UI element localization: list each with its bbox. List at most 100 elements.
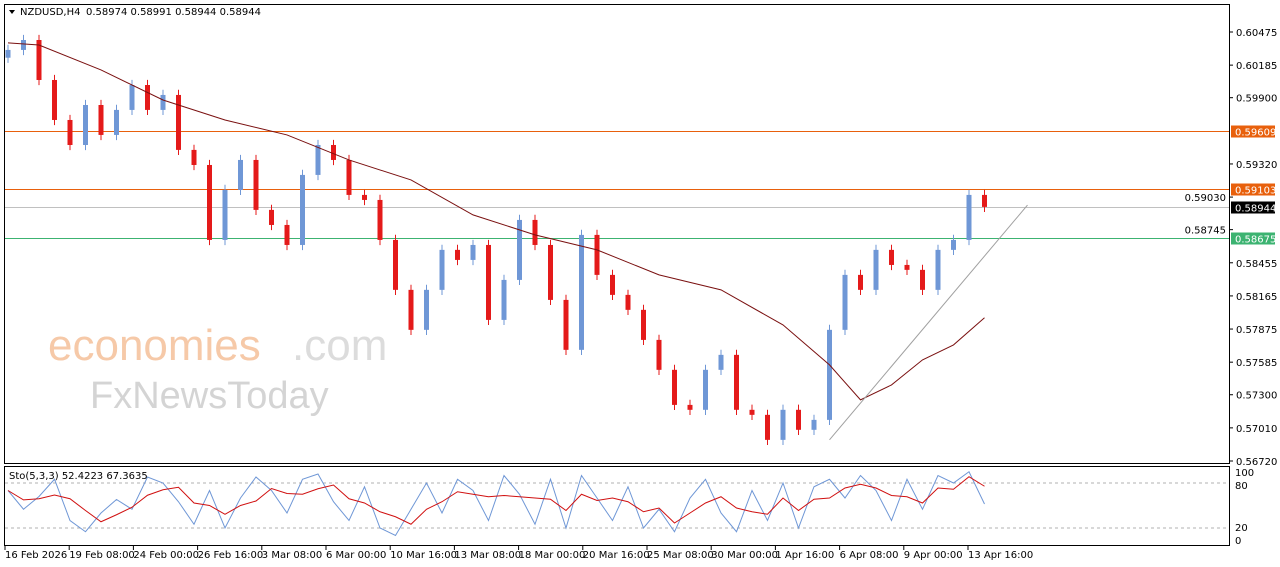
- stoch-y-label: 20: [1235, 523, 1248, 534]
- candle: [780, 404, 786, 446]
- y-tick-label-bg: [1188, 223, 1226, 236]
- candle: [858, 269, 863, 295]
- candle: [83, 99, 88, 151]
- candle: [331, 139, 336, 166]
- ohlc-readout: 0.58974 0.58991 0.58944 0.58944: [86, 7, 261, 18]
- level-price-label: 0.58675: [1235, 235, 1276, 246]
- candle: [625, 289, 631, 315]
- candle: [98, 99, 104, 141]
- candle: [377, 194, 383, 246]
- y-tick-label: 0.57010: [1236, 424, 1277, 435]
- candle: [517, 214, 522, 286]
- candle: [811, 414, 817, 435]
- candle: [579, 229, 584, 355]
- stoch-d-line: [7, 476, 985, 525]
- y-tick-label: 0.58745: [1185, 226, 1226, 237]
- x-tick-label: 24 Feb 00:00: [133, 550, 199, 561]
- level-price-tag: [1231, 201, 1275, 214]
- candle: [982, 189, 987, 213]
- x-tick-label: 3 Mar 08:00: [262, 550, 322, 561]
- x-tick-label: 25 Mar 08:00: [647, 550, 714, 561]
- candle: [253, 154, 259, 216]
- candle: [656, 334, 662, 375]
- y-tick-label: 0.57585: [1236, 358, 1277, 369]
- candle: [300, 169, 305, 251]
- candle: [548, 239, 553, 306]
- candle: [935, 244, 941, 295]
- main-chart-panel[interactable]: [4, 4, 1230, 464]
- candle: [610, 269, 615, 301]
- candle: [238, 154, 243, 196]
- candle: [920, 264, 925, 295]
- y-tick-label: 0.57875: [1236, 325, 1277, 336]
- x-tick-label: 13 Mar 08:00: [454, 550, 521, 561]
- candle: [827, 324, 832, 426]
- level-price-label: 0.58944: [1235, 204, 1276, 215]
- candle: [486, 239, 491, 326]
- candle: [594, 229, 600, 281]
- candle: [52, 74, 57, 126]
- candle: [796, 404, 801, 435]
- candle: [951, 234, 956, 256]
- trendline[interactable]: [829, 204, 1028, 441]
- level-price-tag: [1231, 125, 1275, 138]
- candle: [284, 219, 290, 251]
- x-tick-label: 26 Feb 16:00: [198, 550, 264, 561]
- candle: [21, 34, 26, 56]
- candle: [191, 144, 197, 171]
- candle: [222, 184, 228, 246]
- x-tick-label: 1 Apr 16:00: [775, 550, 834, 561]
- candle: [842, 269, 848, 335]
- candle: [904, 259, 910, 276]
- candle: [672, 364, 677, 411]
- stoch-y-label: 0: [1235, 536, 1241, 547]
- candle: [207, 159, 212, 246]
- candle: [408, 284, 414, 335]
- y-tick-label: 0.59030: [1185, 193, 1226, 204]
- x-tick-label: 9 Apr 00:00: [904, 550, 963, 561]
- candle: [424, 284, 429, 335]
- y-tick-label: 0.58165: [1236, 292, 1277, 303]
- y-tick-label-bg: [1188, 191, 1226, 204]
- y-tick-label: 0.59320: [1236, 160, 1277, 171]
- x-tick-label: 6 Mar 00:00: [326, 550, 386, 561]
- y-tick-label: 0.59900: [1236, 94, 1277, 105]
- candle: [145, 79, 150, 116]
- stoch-y-label: 100: [1235, 468, 1254, 479]
- stochastic-label: Sto(5,3,3) 52.4223 67.3635: [9, 471, 148, 482]
- x-tick-label: 6 Apr 08:00: [840, 550, 899, 561]
- candle: [36, 34, 42, 86]
- candle: [765, 409, 770, 446]
- candle: [532, 214, 538, 251]
- candle: [470, 239, 476, 266]
- candle: [718, 349, 724, 375]
- y-tick-label: 0.57300: [1236, 391, 1277, 402]
- x-tick-label: 30 Mar 00:00: [711, 550, 778, 561]
- candle: [269, 204, 274, 231]
- candle: [346, 154, 352, 201]
- candle: [687, 399, 693, 415]
- svg-text:.com: .com: [292, 321, 387, 370]
- candle: [889, 244, 894, 271]
- y-tick-label: 0.60475: [1236, 28, 1277, 39]
- x-tick-label: 20 Mar 16:00: [583, 550, 650, 561]
- candle: [315, 139, 321, 181]
- stochastic-panel[interactable]: [4, 466, 1230, 546]
- x-tick-label: 16 Feb 2026: [5, 550, 67, 561]
- candle: [176, 89, 181, 156]
- candle: [749, 404, 755, 420]
- moving-average-line: [7, 42, 985, 401]
- candle: [67, 114, 73, 151]
- level-price-label: 0.59609: [1235, 128, 1276, 139]
- dropdown-triangle-icon[interactable]: [9, 10, 15, 14]
- candle: [734, 349, 739, 415]
- candle: [873, 244, 879, 295]
- candle: [563, 294, 569, 355]
- candle: [501, 274, 507, 326]
- candle: [703, 364, 708, 415]
- candle: [393, 234, 398, 295]
- candle: [114, 104, 119, 141]
- y-tick-label: 0.60185: [1236, 61, 1277, 72]
- candle: [439, 244, 445, 295]
